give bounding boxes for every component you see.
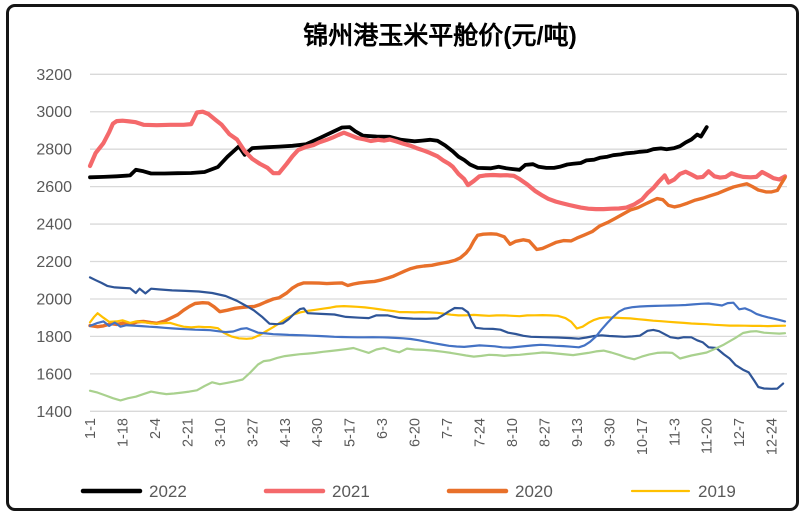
series-line-unlabeled-navy xyxy=(88,276,785,390)
x-tick-label-3-27: 3-27 xyxy=(245,418,261,447)
legend-item-2022: 2022 xyxy=(80,482,187,501)
chart-border xyxy=(6,4,799,511)
series-lines-layer xyxy=(87,109,788,402)
y-tick-label-2200: 2200 xyxy=(36,254,72,271)
y-tick-label-1600: 1600 xyxy=(36,366,72,383)
y-tick-label-2400: 2400 xyxy=(36,217,72,234)
x-tick-label-8-10: 8-10 xyxy=(505,418,521,447)
series-line-unlabeled-green xyxy=(88,330,787,402)
legend-label-2020: 2020 xyxy=(515,482,553,501)
x-tick-label-9-30: 9-30 xyxy=(602,418,618,447)
legend-item-2019: 2019 xyxy=(630,482,736,501)
chart-title: 锦州港玉米平舱价(元/吨) xyxy=(303,21,577,50)
x-tick-label-12-7: 12-7 xyxy=(732,418,748,447)
y-tick-label-1400: 1400 xyxy=(36,404,72,421)
x-tick-label-8-27: 8-27 xyxy=(537,418,553,447)
x-tick-label-12-24: 12-24 xyxy=(765,418,781,455)
y-axis-labels: 3200 3000 2800 2600 2400 2200 2000 1800 1600 1400 xyxy=(36,67,72,421)
x-tick-label-11-20: 11-20 xyxy=(700,418,716,454)
x-tick-label-4-30: 4-30 xyxy=(310,418,326,447)
x-tick-label-2-21: 2-21 xyxy=(180,418,196,447)
x-tick-label-10-17: 10-17 xyxy=(635,418,651,455)
y-tick-label-2600: 2600 xyxy=(36,179,72,196)
legend-label-2021: 2021 xyxy=(332,482,370,501)
y-tick-label-2000: 2000 xyxy=(36,291,72,308)
x-tick-label-7-24: 7-24 xyxy=(473,418,489,447)
x-tick-label-2-4: 2-4 xyxy=(148,418,164,439)
x-tick-label-7-7: 7-7 xyxy=(440,418,456,439)
y-tick-label-3200: 3200 xyxy=(36,67,72,84)
series-line-unlabeled-blue xyxy=(88,301,787,349)
legend: 2022 2021 2020 2019 xyxy=(80,482,736,501)
legend-label-2019: 2019 xyxy=(698,482,736,501)
x-tick-label-11-3: 11-3 xyxy=(667,418,683,446)
x-axis-labels: 1-1 1-18 2-4 2-21 3-10 3-27 4-13 4-30 5-17 6-3 6-2… xyxy=(83,418,781,455)
x-tick-label-1-18: 1-18 xyxy=(115,418,131,447)
x-tick-label-6-20: 6-20 xyxy=(408,418,424,447)
y-tick-label-2800: 2800 xyxy=(36,142,72,159)
x-tick-label-5-17: 5-17 xyxy=(343,418,359,447)
y-tick-label-1800: 1800 xyxy=(36,329,72,346)
x-tick-label-9-13: 9-13 xyxy=(570,418,586,447)
legend-label-2022: 2022 xyxy=(149,482,187,501)
x-tick-label-6-3: 6-3 xyxy=(375,418,391,439)
y-tick-label-3000: 3000 xyxy=(36,104,72,121)
legend-item-2021: 2021 xyxy=(263,482,370,501)
series-line-2019 xyxy=(88,305,787,340)
x-tick-label-3-10: 3-10 xyxy=(213,418,229,447)
legend-item-2020: 2020 xyxy=(446,482,553,501)
series-line-2022 xyxy=(88,125,709,180)
gridlines-layer xyxy=(90,73,787,412)
series-line-2020 xyxy=(88,175,787,329)
series-line-2021 xyxy=(87,109,788,212)
x-tick-label-4-13: 4-13 xyxy=(278,418,294,447)
x-tick-label-1-1: 1-1 xyxy=(83,418,99,439)
